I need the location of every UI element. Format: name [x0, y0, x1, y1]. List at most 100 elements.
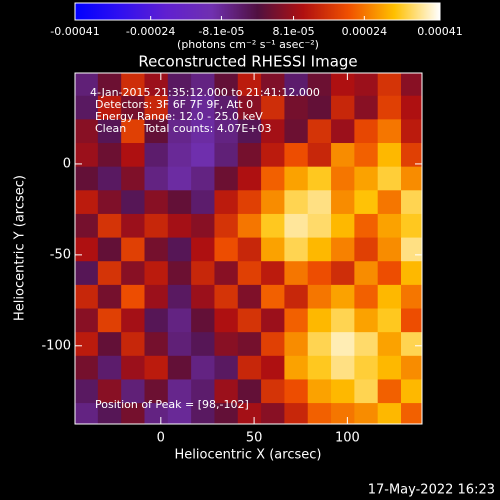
- heatmap-cell: [354, 379, 379, 404]
- heatmap-cell: [191, 143, 215, 168]
- colorbar-tick-label: -8.1e-05: [198, 25, 244, 38]
- heatmap-cell: [75, 73, 99, 97]
- heatmap-cell: [331, 190, 355, 215]
- heatmap-cell: [214, 166, 239, 191]
- x-tick-label: 50: [246, 431, 263, 446]
- heatmap-cell: [167, 73, 192, 97]
- heatmap-cell: [167, 261, 192, 286]
- plot-frame: [74, 72, 423, 425]
- heatmap-cell: [377, 308, 402, 333]
- heatmap-cell: [401, 403, 422, 424]
- heatmap-cell: [97, 284, 122, 310]
- heatmap-cell: [214, 308, 239, 333]
- heatmap-cell: [377, 73, 402, 97]
- heatmap-cell: [191, 332, 215, 357]
- heatmap-cell: [121, 143, 145, 168]
- heatmap-cell: [307, 190, 332, 215]
- heatmap-cell: [144, 237, 169, 262]
- heatmap-cell: [354, 213, 379, 239]
- heatmap-cell: [354, 190, 379, 215]
- heatmap-cell: [307, 284, 332, 310]
- heatmap-cell: [75, 403, 99, 424]
- heatmap-cell: [191, 403, 215, 424]
- heatmap-cell: [284, 379, 309, 404]
- heatmap-cell: [214, 73, 239, 97]
- heatmap-cell: [377, 213, 402, 239]
- heatmap-cell: [167, 332, 192, 357]
- heatmap-cell: [237, 237, 262, 262]
- heatmap-cell: [284, 119, 309, 144]
- heatmap-cell: [307, 308, 332, 333]
- heatmap-cell: [191, 261, 215, 286]
- heatmap-cell: [331, 237, 355, 262]
- heatmap-cell: [401, 284, 422, 310]
- heatmap-cell: [144, 261, 169, 286]
- heatmap-cell: [354, 237, 379, 262]
- heatmap-cell: [261, 95, 285, 120]
- heatmap-cell: [144, 73, 169, 97]
- heatmap-cell: [377, 379, 402, 404]
- heatmap-cell: [354, 119, 379, 144]
- heatmap-cell: [401, 166, 422, 191]
- heatmap-cell: [97, 237, 122, 262]
- heatmap-cell: [75, 213, 99, 239]
- heatmap-cell: [144, 143, 169, 168]
- heatmap-cell: [121, 261, 145, 286]
- heatmap-cell: [377, 355, 402, 380]
- heatmap-cell: [377, 332, 402, 357]
- heatmap-cell: [354, 261, 379, 286]
- heatmap-cell: [144, 284, 169, 310]
- heatmap-cell: [331, 403, 355, 424]
- heatmap-cell: [167, 95, 192, 120]
- heatmap-cell: [75, 379, 99, 404]
- heatmap-cell: [237, 403, 262, 424]
- heatmap-cell: [401, 355, 422, 380]
- heatmap-cell: [121, 284, 145, 310]
- heatmap-cell: [284, 73, 309, 97]
- heatmap-cell: [121, 308, 145, 333]
- heatmap-cell: [237, 284, 262, 310]
- heatmap: [75, 73, 422, 424]
- heatmap-cell: [97, 119, 122, 144]
- heatmap-cell: [284, 190, 309, 215]
- heatmap-cell: [401, 237, 422, 262]
- heatmap-cell: [97, 261, 122, 286]
- heatmap-cell: [331, 308, 355, 333]
- heatmap-cell: [144, 403, 169, 424]
- heatmap-cell: [307, 143, 332, 168]
- heatmap-cell: [97, 379, 122, 404]
- heatmap-cell: [354, 308, 379, 333]
- heatmap-cell: [237, 95, 262, 120]
- heatmap-cell: [354, 166, 379, 191]
- heatmap-cell: [191, 237, 215, 262]
- heatmap-cell: [75, 237, 99, 262]
- heatmap-cell: [401, 308, 422, 333]
- heatmap-cell: [214, 143, 239, 168]
- heatmap-cell: [261, 166, 285, 191]
- heatmap-cell: [191, 73, 215, 97]
- heatmap-cell: [144, 213, 169, 239]
- heatmap-cell: [75, 308, 99, 333]
- heatmap-cell: [401, 73, 422, 97]
- heatmap-cell: [167, 237, 192, 262]
- heatmap-cell: [401, 332, 422, 357]
- heatmap-cell: [261, 355, 285, 380]
- heatmap-cell: [401, 379, 422, 404]
- heatmap-cell: [377, 143, 402, 168]
- heatmap-cell: [191, 284, 215, 310]
- heatmap-cell: [284, 284, 309, 310]
- heatmap-cell: [237, 166, 262, 191]
- heatmap-cell: [331, 166, 355, 191]
- heatmap-cell: [401, 213, 422, 239]
- heatmap-cell: [97, 73, 122, 97]
- heatmap-cell: [261, 119, 285, 144]
- colorbar-tick-label: -0.00041: [50, 25, 99, 38]
- heatmap-cell: [121, 213, 145, 239]
- heatmap-cell: [331, 73, 355, 97]
- heatmap-cell: [167, 119, 192, 144]
- heatmap-cell: [307, 213, 332, 239]
- heatmap-cell: [97, 403, 122, 424]
- x-tick-label: 100: [335, 431, 360, 446]
